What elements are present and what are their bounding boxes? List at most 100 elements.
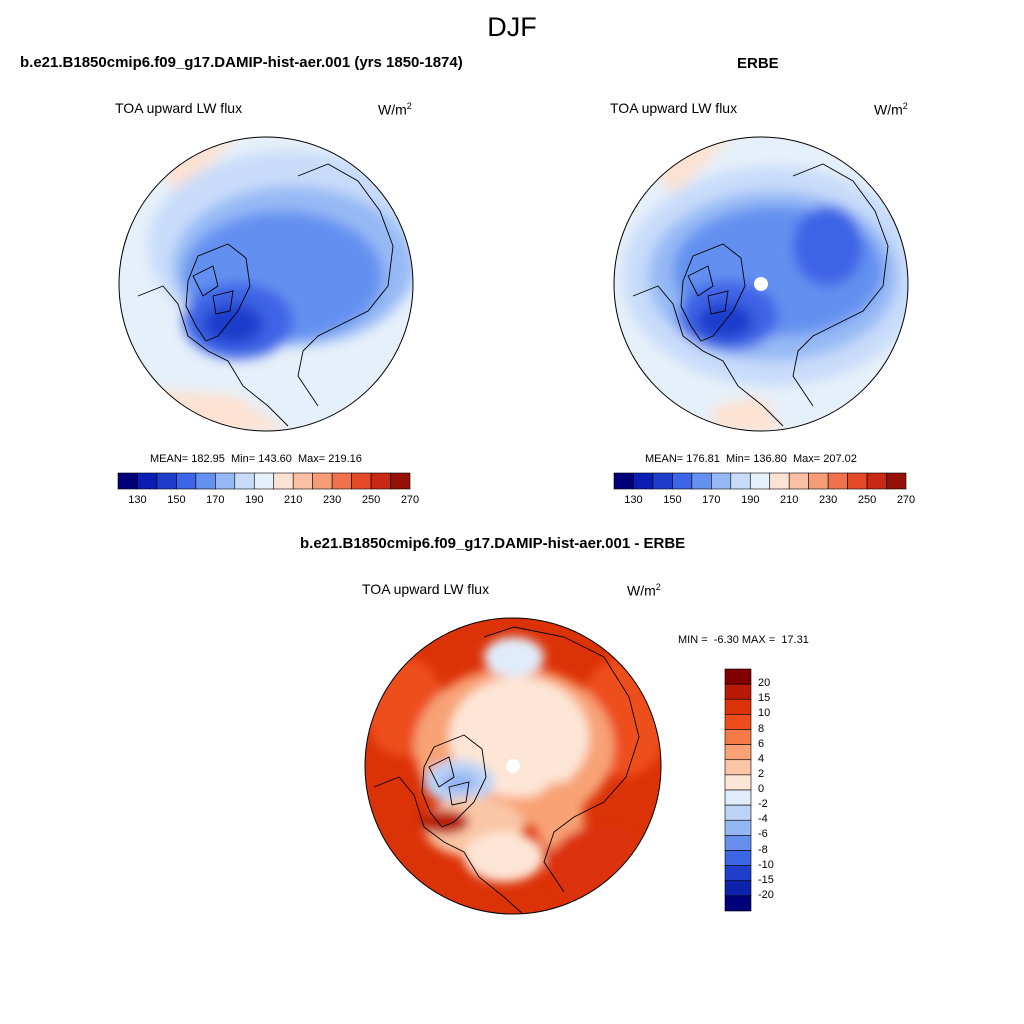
colorbar-swatch xyxy=(724,744,752,761)
colorbar-swatch xyxy=(292,472,313,490)
panel-model-units: W/m2 xyxy=(378,101,412,118)
canada-coast xyxy=(632,285,784,427)
pole-mask xyxy=(754,277,768,291)
diff-colorbar xyxy=(724,668,752,912)
colorbar-tick-label: 210 xyxy=(284,494,303,506)
colorbar-tick-label: 15 xyxy=(758,692,771,705)
abs-colorbar-obs-ticks: 130 150 170 190 210 230 250 270 xyxy=(614,494,915,508)
colorbar-swatch xyxy=(215,472,236,490)
colorbar-tick-label: -8 xyxy=(758,843,768,856)
colorbar-tick-label: 20 xyxy=(758,677,771,690)
colorbar-tick-label: 230 xyxy=(818,494,838,506)
panel-diff-units: W/m2 xyxy=(627,582,661,599)
panel-diff-title: b.e21.B1850cmip6.f09_g17.DAMIP-hist-aer.… xyxy=(300,535,686,552)
colorbar-swatch xyxy=(724,759,752,776)
colorbar-swatch xyxy=(253,472,275,490)
colorbar-tick-label: -6 xyxy=(758,828,768,841)
canada-coast xyxy=(373,776,525,914)
colorbar-tick-label: 6 xyxy=(758,737,765,750)
greenland-coast xyxy=(680,243,746,342)
archipelago xyxy=(687,265,729,315)
colorbar-swatch xyxy=(724,668,752,685)
abs-colorbar-obs xyxy=(613,472,907,490)
colorbar-tick-label: 0 xyxy=(758,783,765,795)
colorbar-swatch xyxy=(117,472,138,490)
colorbar-swatch xyxy=(331,472,352,490)
colorbar-tick-label: 270 xyxy=(400,494,420,506)
colorbar-swatch xyxy=(724,714,752,730)
abs-colorbar-model-ticks: 130 150 170 190 210 230 250 270 xyxy=(118,494,419,508)
colorbar-tick-label: 250 xyxy=(857,494,877,506)
eurasia-coast xyxy=(483,626,640,893)
colorbar-swatch xyxy=(351,472,372,490)
colorbar-swatch xyxy=(769,472,790,490)
colorbar-swatch xyxy=(613,472,634,490)
colorbar-tick-label: 190 xyxy=(245,494,264,506)
diff-colorbar-ticks: 20 15 10 8 6 4 2 0 -2 -4 -6 -8 -10 -15 -20 xyxy=(758,669,798,911)
colorbar-swatch xyxy=(137,472,158,490)
colorbar-swatch xyxy=(390,472,411,490)
colorbar-swatch xyxy=(176,472,197,490)
colorbar-tick-label: 190 xyxy=(741,494,760,506)
colorbar-swatch xyxy=(273,472,294,490)
colorbar-swatch xyxy=(788,472,809,490)
panel-diff-stats: MIN = -6.30 MAX = 17.31 xyxy=(678,634,809,646)
panel-obs-units: W/m2 xyxy=(874,101,908,118)
colorbar-tick-label: 210 xyxy=(780,494,799,506)
colorbar-swatch xyxy=(724,698,752,715)
archipelago xyxy=(428,756,470,806)
colorbar-swatch xyxy=(195,472,216,490)
colorbar-swatch xyxy=(156,472,177,490)
colorbar-swatch xyxy=(724,683,752,700)
colorbar-swatch xyxy=(724,774,752,791)
greenland-coast xyxy=(185,243,251,342)
colorbar-swatch xyxy=(808,472,829,490)
colorbar-swatch xyxy=(711,472,732,490)
map-border xyxy=(613,136,909,432)
canada-coast xyxy=(137,285,289,427)
colorbar-tick-label: 130 xyxy=(128,494,147,506)
colorbar-tick-label: -20 xyxy=(758,888,774,901)
colorbar-swatch xyxy=(724,835,752,851)
colorbar-tick-label: 230 xyxy=(322,494,342,506)
colorbar-swatch xyxy=(691,472,712,490)
panel-obs-map xyxy=(613,136,909,432)
colorbar-swatch xyxy=(652,472,673,490)
colorbar-tick-label: 150 xyxy=(167,494,186,506)
colorbar-tick-label: 270 xyxy=(896,494,916,506)
colorbar-swatch xyxy=(312,472,333,490)
colorbar-tick-label: 150 xyxy=(663,494,682,506)
colorbar-swatch xyxy=(234,472,255,490)
colorbar-tick-label: -4 xyxy=(758,813,768,826)
colorbar-swatch xyxy=(724,789,752,806)
colorbar-tick-label: -2 xyxy=(758,798,768,811)
greenland-coast xyxy=(421,734,487,828)
panel-diff-map xyxy=(364,617,662,915)
colorbar-tick-label: 130 xyxy=(624,494,643,506)
colorbar-tick-label: -10 xyxy=(758,858,774,871)
colorbar-swatch xyxy=(724,804,752,821)
colorbar-swatch xyxy=(724,850,752,866)
colorbar-tick-label: 8 xyxy=(758,722,765,735)
panel-obs-variable: TOA upward LW flux xyxy=(610,100,738,116)
panel-model-map xyxy=(118,136,414,432)
colorbar-tick-label: 4 xyxy=(758,752,765,765)
colorbar-tick-label: 10 xyxy=(758,707,771,720)
eurasia-coast xyxy=(297,163,394,407)
colorbar-swatch xyxy=(724,865,752,882)
colorbar-swatch xyxy=(633,472,654,490)
figure-title: DJF xyxy=(487,12,537,42)
colorbar-swatch xyxy=(724,880,752,897)
pole-mask xyxy=(506,759,520,773)
panel-diff-variable: TOA upward LW flux xyxy=(362,581,490,597)
panel-model-title: b.e21.B1850cmip6.f09_g17.DAMIP-hist-aer.… xyxy=(20,54,463,71)
colorbar-swatch xyxy=(370,472,391,490)
panel-model-variable: TOA upward LW flux xyxy=(115,100,243,116)
colorbar-swatch xyxy=(886,472,907,490)
eurasia-coast xyxy=(792,163,889,407)
panel-model-stats: MEAN= 182.95 Min= 143.60 Max= 219.16 xyxy=(150,453,362,465)
colorbar-swatch xyxy=(866,472,887,490)
panel-obs-title: ERBE xyxy=(737,55,779,72)
map-border xyxy=(118,136,414,432)
archipelago xyxy=(192,265,234,315)
